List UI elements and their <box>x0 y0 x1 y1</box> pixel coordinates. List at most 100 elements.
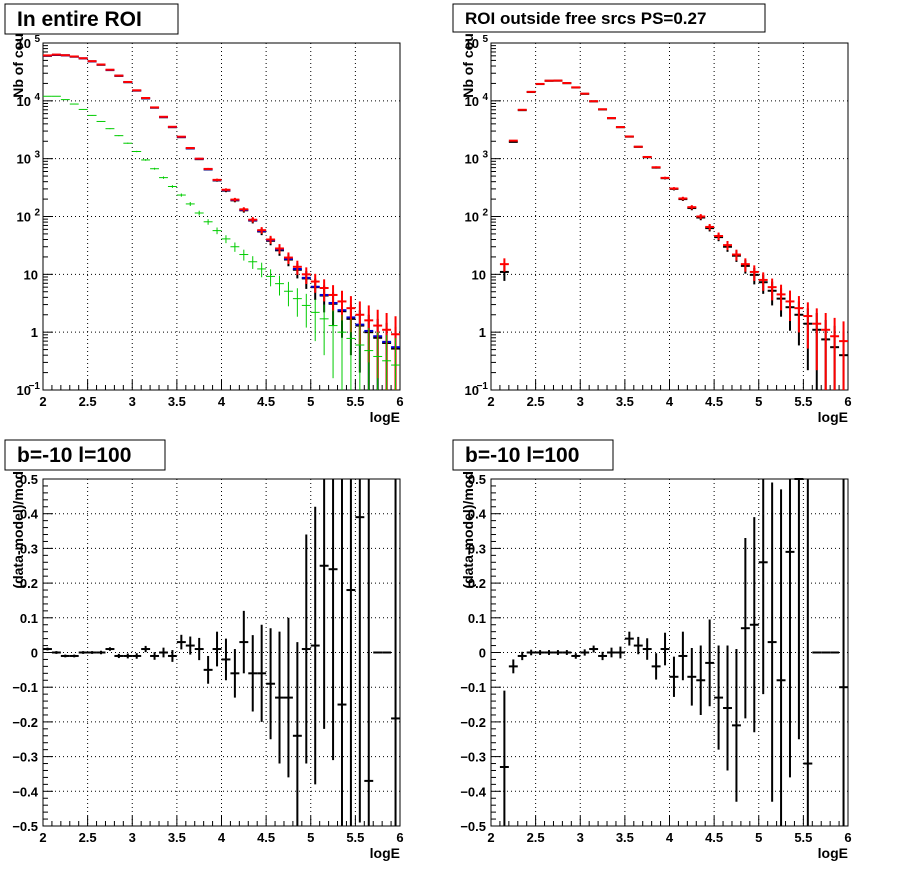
data-point <box>114 653 124 659</box>
x-tick-label: 4 <box>218 830 226 845</box>
data-point <box>230 197 240 202</box>
y-tick-label: 0.3 <box>20 541 38 556</box>
x-axis-label: logE <box>370 845 400 861</box>
series-1 <box>43 479 400 826</box>
data-point <box>767 278 777 301</box>
data-point <box>141 159 151 161</box>
chart-title: In entire ROI <box>17 8 142 31</box>
data-point <box>275 275 284 296</box>
x-ticks <box>42 380 401 390</box>
data-point <box>678 631 688 681</box>
x-tick-label: 5 <box>307 394 314 409</box>
series-2 <box>499 79 848 390</box>
data-point <box>266 628 276 740</box>
data-point <box>141 645 151 653</box>
data-point <box>283 281 293 307</box>
x-axis-label: logE <box>818 845 848 861</box>
data-point <box>839 321 848 390</box>
y-tick-label: 0.1 <box>20 611 38 626</box>
data-point <box>87 651 97 654</box>
x-tick-label: 4.5 <box>257 830 275 845</box>
data-point <box>633 636 643 655</box>
data-point <box>319 279 329 302</box>
x-ticks <box>490 816 849 826</box>
data-point <box>292 642 302 826</box>
data-point <box>767 482 777 802</box>
data-point <box>257 262 267 278</box>
x-tick-label: 4 <box>218 394 226 409</box>
data-point <box>624 631 634 646</box>
data-point <box>553 650 563 655</box>
x-tick-label: 2 <box>487 830 494 845</box>
x-tick-label: 2.5 <box>527 394 545 409</box>
data-point <box>248 256 258 269</box>
data-point <box>740 258 750 272</box>
data-point <box>337 314 347 390</box>
data-point <box>794 296 804 333</box>
y-tick-label: 10 <box>17 36 31 51</box>
data-point <box>176 193 186 197</box>
x-ticks <box>490 380 849 390</box>
y-tick-exponent: 4 <box>482 92 488 103</box>
data-point <box>355 479 365 823</box>
x-tick-label: 4.5 <box>257 394 275 409</box>
data-point <box>651 166 661 169</box>
data-point <box>69 654 79 658</box>
y-tick-label: 10 <box>465 94 479 109</box>
y-tick-label: 0.3 <box>468 541 486 556</box>
y-tick-label: 0.4 <box>468 507 487 522</box>
data-point <box>275 631 284 764</box>
data-point <box>150 167 160 170</box>
y-tick-label: 0.1 <box>468 611 486 626</box>
y-tick-exponent: −1 <box>477 381 489 392</box>
data-point <box>517 651 527 661</box>
data-point <box>150 106 160 109</box>
data-point <box>651 653 661 680</box>
data-point <box>105 647 115 651</box>
x-tick-label: 2 <box>39 830 46 845</box>
data-point <box>275 244 284 254</box>
data-point <box>714 232 724 241</box>
data-point <box>319 479 329 729</box>
x-tick-label: 3 <box>129 394 136 409</box>
data-point <box>310 273 320 293</box>
data-point <box>266 269 276 287</box>
x-tick-label: 5 <box>307 830 314 845</box>
x-tick-label: 5.5 <box>346 394 364 409</box>
data-point <box>571 653 581 659</box>
data-point <box>239 610 249 674</box>
y-tick-label: −0.3 <box>460 750 486 765</box>
x-tick-label: 2.5 <box>79 830 97 845</box>
data-point <box>194 157 204 160</box>
data-point <box>337 479 347 826</box>
data-point <box>123 653 133 659</box>
data-point <box>803 479 813 826</box>
data-point <box>499 258 509 272</box>
y-ticks <box>43 42 53 391</box>
y-tick-label: 0.4 <box>20 507 39 522</box>
data-point <box>328 479 338 761</box>
data-point <box>194 210 204 216</box>
data-point <box>167 185 177 188</box>
data-point <box>615 646 625 659</box>
title-box <box>452 439 614 471</box>
data-point <box>669 656 679 697</box>
x-tick-label: 2 <box>39 394 46 409</box>
y-tick-label: 10 <box>17 210 31 225</box>
data-point <box>176 135 186 138</box>
x-tick-label: 3 <box>577 394 584 409</box>
data-point <box>776 489 786 826</box>
x-tick-label: 6 <box>396 394 403 409</box>
data-point <box>310 506 320 785</box>
data-point <box>391 479 400 826</box>
title-box <box>4 439 166 471</box>
data-point <box>364 328 374 390</box>
data-point <box>678 196 688 201</box>
data-point <box>257 624 267 722</box>
data-point <box>212 227 222 235</box>
data-point <box>221 188 231 192</box>
x-tick-label: 2.5 <box>527 830 545 845</box>
data-point <box>669 187 679 190</box>
data-point <box>301 267 311 285</box>
y-axis-label: (data-model)/model <box>10 459 26 588</box>
